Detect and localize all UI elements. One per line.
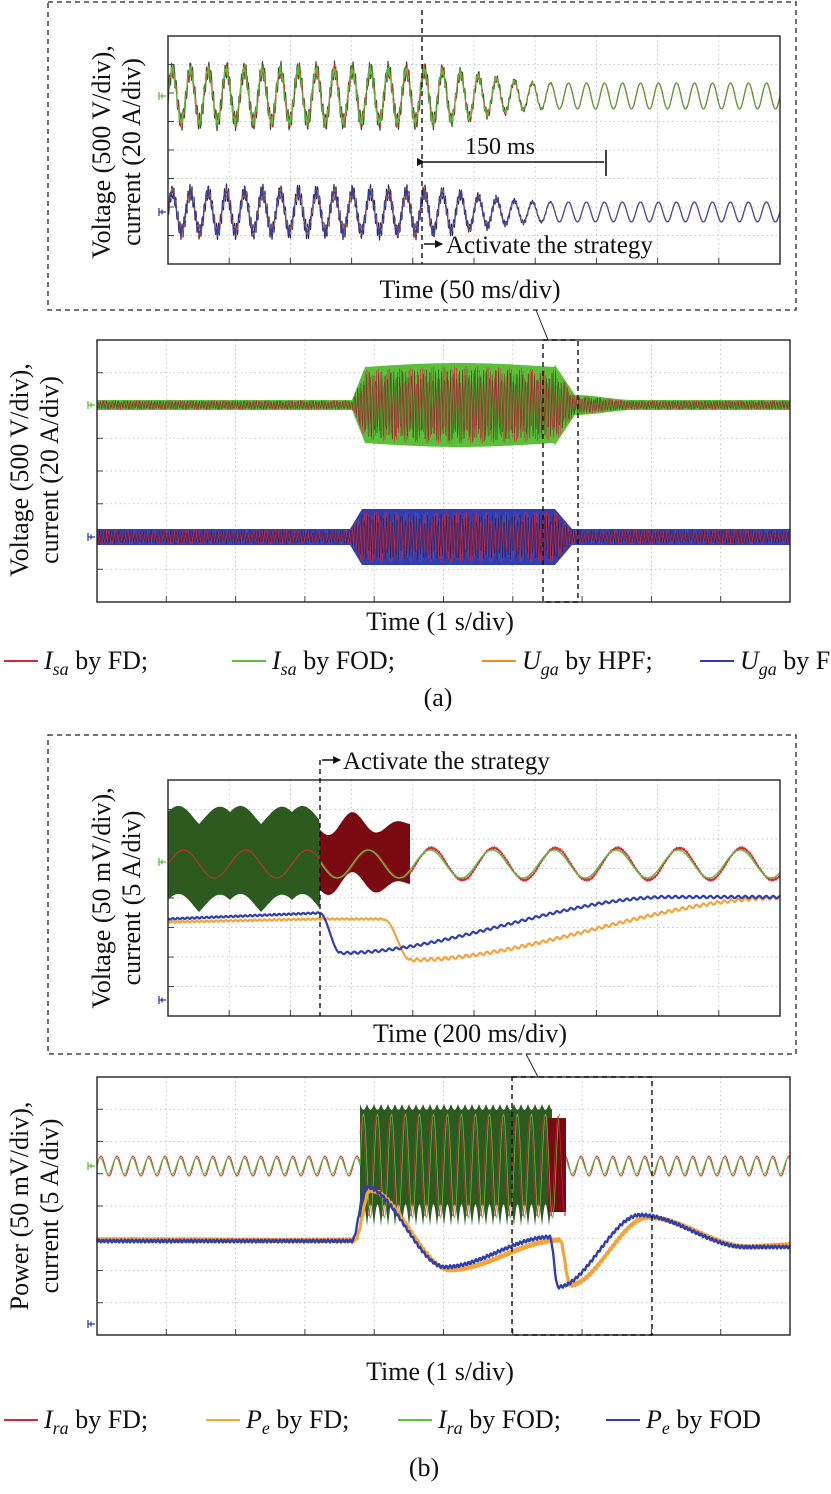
legend-entry: Uga by HPF;: [522, 646, 653, 679]
b-zoom-connector: [525, 1053, 539, 1078]
legend-entry: Ira by FOD;: [437, 1405, 561, 1438]
legend-entry: Ira by FD;: [43, 1405, 148, 1438]
b-zoom-dashed-frame: [47, 734, 797, 1055]
trace-pe-fod: [167, 894, 781, 956]
trace-ira-fd-pre: [96, 1155, 361, 1177]
b-zoom-traces: [158, 806, 781, 1004]
legend-entry: Pe by FD;: [245, 1405, 349, 1438]
a-main-ylabel-2: current (20 A/div): [35, 376, 64, 564]
trace-uga-fod-dark: [96, 514, 791, 560]
b-zoom-plot: Activate the strategy Voltage (50 mV/div…: [87, 748, 781, 1048]
trace-ira-fod-pre: [96, 1157, 361, 1175]
trace-ira-fod-post: [549, 1157, 791, 1175]
a-main-xlabel: Time (1 s/div): [366, 607, 514, 636]
b-zoom-frame: [167, 779, 781, 1017]
b-main-zoom-region: [511, 1076, 653, 1336]
b-zoom-xlabel: Time (200 ms/div): [373, 1019, 567, 1048]
a-main-plot: Voltage (500 V/div), current (20 A/div) …: [5, 339, 791, 636]
a-main-traces: [87, 363, 791, 565]
trace-ira-fd-big: [359, 1115, 567, 1217]
a-zoom-ylabel-2: current (20 A/div): [117, 58, 146, 246]
b-panel-label: (b): [409, 1453, 439, 1482]
b-main-xlabel: Time (1 s/div): [366, 1357, 514, 1386]
trace-ira-fod-big: [359, 1113, 561, 1219]
a-main-ylabel-1: Voltage (500 V/div),: [5, 363, 34, 577]
b-main-frame: [96, 1076, 791, 1336]
a-panel-label: (a): [424, 683, 453, 712]
b-zoom-ylabel-1: Voltage (50 mV/div),: [87, 787, 116, 1008]
b-zoom-event-label: Activate the strategy: [343, 748, 550, 775]
band-ira-fd: [548, 1118, 566, 1212]
b-zoom-ylabel-2: current (5 A/div): [117, 811, 146, 986]
b-main-ylabel-1: Power (50 mV/div),: [5, 1102, 34, 1311]
trace-uga-fod: [167, 187, 781, 237]
a-main-frame: [96, 339, 791, 603]
legend-entry: Isa by FD;: [43, 646, 148, 679]
trace-isa-fod: [167, 64, 781, 128]
a-zoom-xlabel: Time (50 ms/div): [379, 275, 560, 304]
legend-entry: Uga by FOD: [740, 646, 831, 679]
a-zoom-plot: 150 ms Activate the strategy Voltage (50…: [87, 10, 781, 304]
a-zoom-dashed-frame: [47, 1, 797, 311]
trace-ira-fd: [167, 846, 781, 882]
legend-entry: Isa by FOD;: [271, 646, 395, 679]
b-main-traces: [87, 1104, 792, 1328]
a-zoom-frame: [167, 35, 781, 265]
band-ira-fod: [168, 806, 320, 912]
b-legend: Ira by FD; Pe by FD; Ira by FOD; Pe by FOD: [4, 1405, 761, 1438]
a-zoom-ylabel-1: Voltage (500 V/div),: [87, 45, 116, 259]
a-main-zoom-region: [542, 339, 579, 603]
a-zoom-event-label: Activate the strategy: [446, 232, 653, 259]
trace-pe-fod: [95, 1184, 792, 1290]
b-main-plot: Power (50 mV/div), current (5 A/div) Tim…: [5, 1076, 792, 1386]
legend-entry: Pe by FOD: [645, 1405, 761, 1438]
band-uga-fod: [97, 509, 790, 565]
a-zoom-connector: [535, 309, 549, 341]
b-main-ylabel-2: current (5 A/div): [35, 1119, 64, 1294]
trace-isa-fod-dark: [96, 369, 791, 441]
trace-pe-fd: [167, 895, 781, 963]
band-ira-fd: [320, 812, 410, 895]
a-zoom-traces: [158, 60, 781, 241]
trace-ira-fod: [319, 849, 781, 879]
a-legend: Isa by FD; Isa by FOD; Uga by HPF; Uga by F…: [4, 646, 831, 679]
a-zoom-interval-label: 150 ms: [465, 134, 535, 160]
a-zoom-grid: [168, 36, 780, 264]
